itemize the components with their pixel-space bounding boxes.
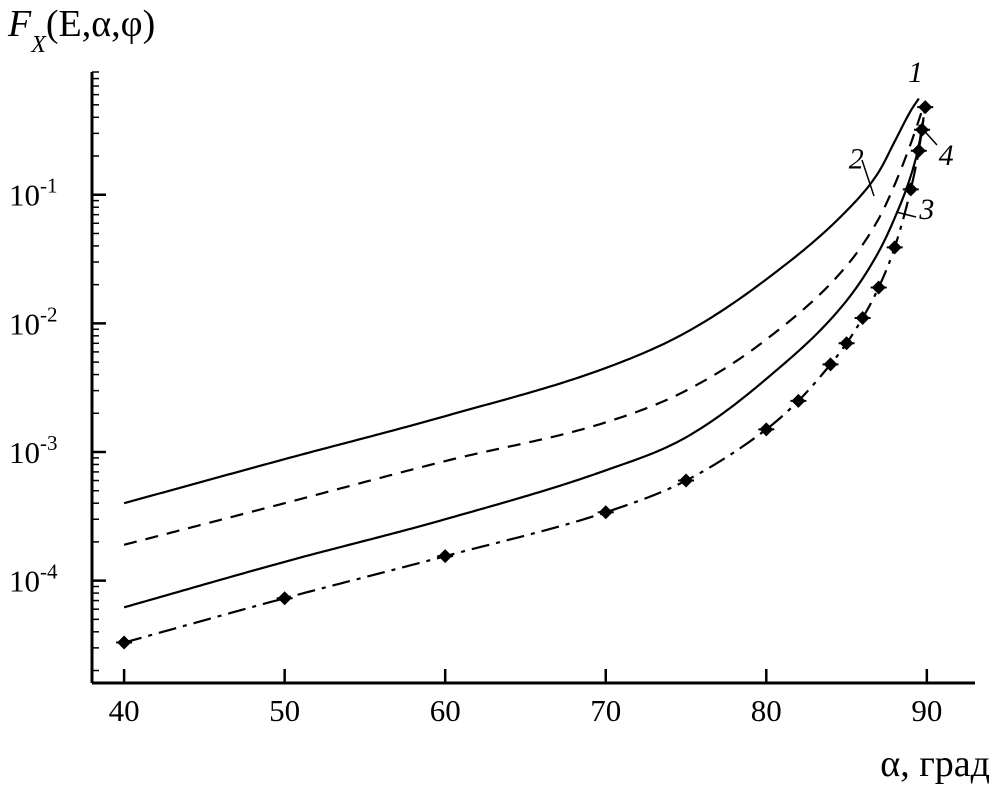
series-4-point	[597, 505, 614, 520]
series-2-line	[123, 110, 924, 546]
y-tick-label-base: 10	[9, 178, 40, 213]
curve-label-4: 4	[939, 139, 954, 172]
y-tick-label: 10-2	[9, 302, 58, 341]
leader-4	[918, 124, 938, 146]
series-4-point	[790, 393, 807, 408]
curve-label-3: 3	[918, 193, 934, 226]
curve-labels: 1 2 34	[849, 56, 954, 226]
series-4-point	[758, 422, 775, 437]
label-leaders	[861, 124, 938, 218]
series-4-point	[678, 473, 695, 488]
curve-label-1: 1	[908, 56, 923, 89]
leader-3	[895, 211, 917, 218]
y-tick-labels: 10-410-310-210-1	[9, 174, 58, 599]
series-4-line	[123, 106, 927, 644]
series-4-point	[910, 143, 927, 158]
series-4-point	[822, 357, 839, 372]
x-tick-label: 90	[911, 693, 942, 728]
series-4-point	[437, 549, 454, 564]
x-tick-label: 60	[430, 693, 461, 728]
y-tick-label-base: 10	[9, 564, 40, 599]
series-4-point	[116, 635, 133, 650]
series-4-point	[854, 311, 871, 326]
y-tick-label-exponent: -1	[40, 174, 58, 198]
y-major-ticks	[92, 193, 106, 582]
x-ticks	[122, 669, 929, 683]
leader-2	[861, 159, 875, 197]
y-axis-title-f: F	[7, 3, 32, 45]
x-tick-label: 80	[751, 693, 782, 728]
series-layer	[123, 97, 927, 644]
series-4-point	[870, 280, 887, 295]
y-axis-title: FX(E,α,φ)	[7, 3, 155, 58]
y-tick-label-base: 10	[9, 306, 40, 341]
y-tick-label: 10-4	[9, 560, 58, 599]
x-tick-label: 50	[269, 693, 300, 728]
series-4-point	[902, 182, 919, 197]
y-minor-ticks	[92, 71, 99, 672]
series-4-point	[886, 240, 903, 255]
series-1-line	[123, 97, 920, 505]
x-tick-label: 70	[590, 693, 621, 728]
y-axis-title-sub: X	[30, 32, 47, 58]
series-4-point	[276, 591, 293, 606]
x-axis-title: α, град	[880, 743, 990, 785]
y-tick-label-exponent: -3	[40, 431, 58, 455]
y-tick-label-exponent: -4	[40, 560, 58, 584]
y-tick-label-base: 10	[9, 435, 40, 470]
y-axis-title-args: (E,α,φ)	[46, 3, 155, 45]
series-4-point	[917, 100, 934, 115]
y-tick-label-exponent: -2	[40, 302, 58, 326]
x-tick-labels: 40 50 60 70 80 90	[109, 693, 943, 728]
curve-label-2: 2	[849, 142, 864, 175]
x-tick-label: 40	[109, 693, 140, 728]
series-4-point	[838, 336, 855, 351]
series-3-line	[123, 117, 925, 609]
axis-frame	[90, 72, 975, 685]
y-tick-label: 10-1	[9, 174, 58, 213]
marker-layer	[116, 100, 934, 650]
y-tick-label: 10-3	[9, 431, 58, 470]
